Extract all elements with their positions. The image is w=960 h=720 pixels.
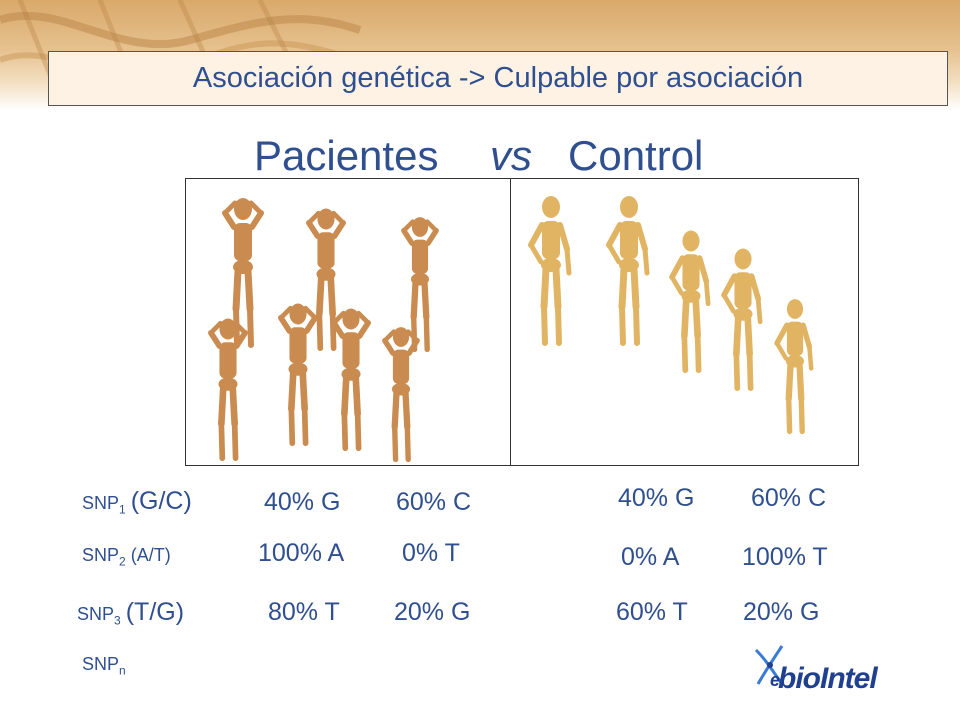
molecule-icon xyxy=(754,645,784,685)
patient-figure xyxy=(208,318,248,462)
snp2-label: SNP2 (A/T) xyxy=(82,545,171,569)
subtitle-vs: vs xyxy=(490,132,532,179)
snp2-controls-allele2: 100% T xyxy=(742,543,828,571)
logo-prefix: e xyxy=(770,670,781,690)
patient-figure xyxy=(278,303,318,447)
snp2-controls-allele1: 0% A xyxy=(621,543,680,571)
snp3-controls-allele2: 20% G xyxy=(743,598,820,626)
patients-panel xyxy=(185,178,511,466)
snp1-label: SNP1 (G/C) xyxy=(82,487,192,517)
snp1-patients-allele1: 40% G xyxy=(264,488,341,516)
control-figure xyxy=(528,196,572,346)
snpn-label: SNPn xyxy=(82,654,126,678)
control-figure xyxy=(606,196,650,346)
subtitle-control: Control xyxy=(568,132,704,179)
patient-figure xyxy=(331,308,371,452)
control-figure xyxy=(669,230,711,374)
patients-illustration xyxy=(208,198,439,463)
controls-illustration xyxy=(528,196,814,435)
control-figure xyxy=(721,248,763,392)
control-figure xyxy=(774,299,814,435)
snp1-controls-allele2: 60% C xyxy=(751,484,827,512)
snp3-patients-allele2: 20% G xyxy=(394,598,471,626)
patient-figure xyxy=(401,217,439,353)
snp3-label: SNP3 (T/G) xyxy=(77,598,185,628)
snp2-patients-allele2: 0% T xyxy=(402,539,460,567)
ebiointel-logo: e bioIntel xyxy=(752,640,902,700)
snp1-patients-allele2: 60% C xyxy=(396,488,472,516)
patient-figure xyxy=(306,208,346,352)
snp1-controls-allele1: 40% G xyxy=(618,484,695,512)
snp3-controls-allele1: 60% T xyxy=(616,598,688,626)
slide-title: Asociación genética -> Culpable por asoc… xyxy=(48,51,948,106)
snp3-patients-allele1: 80% T xyxy=(268,598,340,626)
controls-panel xyxy=(510,178,859,466)
snp2-patients-allele1: 100% A xyxy=(258,539,345,567)
subtitle-patients: Pacientes xyxy=(254,132,439,179)
patient-figure xyxy=(222,198,264,348)
patient-figure xyxy=(382,327,420,463)
logo-text: bioIntel xyxy=(778,662,878,695)
